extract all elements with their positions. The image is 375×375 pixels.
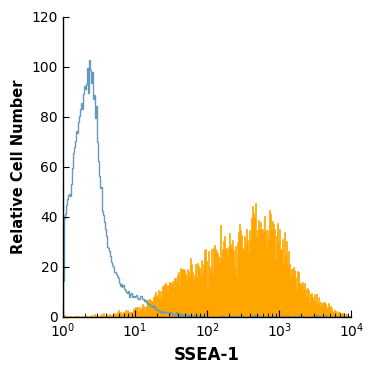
X-axis label: SSEA-1: SSEA-1 <box>174 346 240 364</box>
Y-axis label: Relative Cell Number: Relative Cell Number <box>11 80 26 254</box>
